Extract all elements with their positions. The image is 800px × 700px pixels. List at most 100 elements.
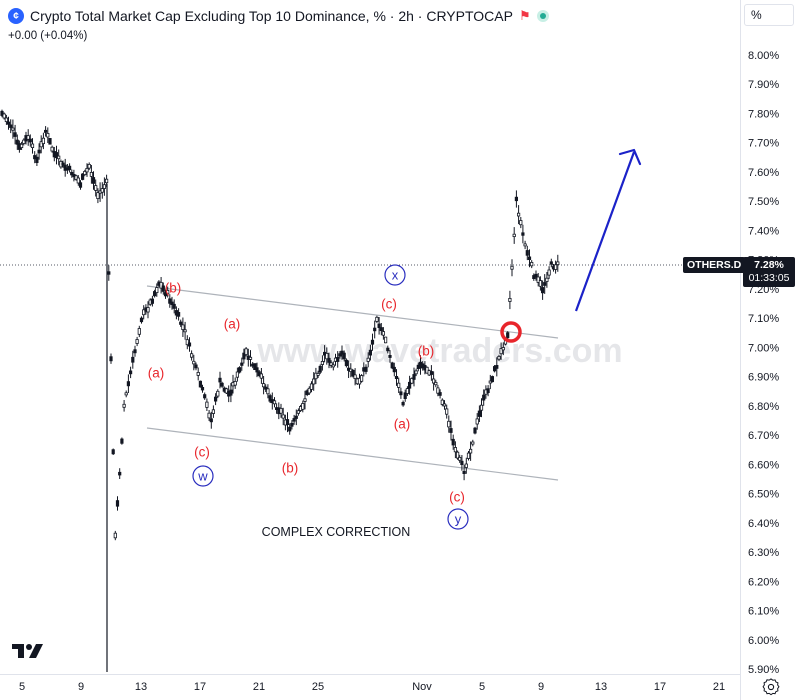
candle-body <box>150 298 154 304</box>
price-change: +0.00 (+0.04%) <box>8 30 88 42</box>
candle-body <box>392 366 396 373</box>
price-candles[interactable] <box>0 109 560 672</box>
y-tick-label: 6.20% <box>748 576 779 588</box>
candle-body <box>508 297 512 302</box>
symbol-label-badge: OTHERS.D <box>683 257 746 273</box>
candle-body <box>196 371 200 376</box>
candle-body <box>495 364 499 369</box>
candle-body <box>192 360 196 365</box>
candle-body <box>205 401 209 408</box>
candle-body <box>523 243 527 247</box>
candle-body <box>353 374 357 379</box>
candle-body <box>436 387 440 394</box>
candle-body <box>407 381 412 389</box>
candle-body <box>519 220 523 226</box>
candle-body <box>499 348 503 355</box>
candle-body <box>22 139 26 144</box>
candle-body <box>248 356 253 360</box>
candle-body <box>279 407 283 414</box>
candle-body <box>364 366 368 372</box>
candle-body <box>50 146 54 152</box>
candle-body <box>70 171 74 176</box>
price-unit-selector[interactable]: % <box>744 4 794 26</box>
candle-body <box>425 366 429 374</box>
candle-body <box>102 184 106 189</box>
candle-body <box>2 113 6 119</box>
candle-body <box>107 271 111 275</box>
candle-body <box>429 371 434 375</box>
candle-body <box>46 132 50 138</box>
candle-body <box>541 287 545 294</box>
candle-body <box>137 328 141 335</box>
candle-body <box>506 332 510 339</box>
candle-body <box>460 460 464 466</box>
candle-body <box>312 378 316 385</box>
candle-body <box>87 163 91 169</box>
candle-body <box>9 124 13 128</box>
flag-icon[interactable]: ⚑ <box>518 8 531 23</box>
candle-body <box>218 377 222 383</box>
candle-body <box>388 354 392 358</box>
candle-body <box>375 316 379 322</box>
candle-body <box>386 347 390 352</box>
wave-labels[interactable]: (b) (a) (a) (c) w (b) x (c) (b) (a) (c) y <box>148 264 469 530</box>
candle-body <box>359 375 364 382</box>
candle-body <box>447 420 451 428</box>
candle-body <box>209 418 213 423</box>
tradingview-logo-icon[interactable] <box>10 640 44 662</box>
y-tick-label: 6.50% <box>748 489 779 501</box>
candle-body <box>181 324 185 330</box>
price-axis[interactable]: 8.00%7.90%7.80%7.70%7.60%7.50%7.40%7.30%… <box>748 50 779 676</box>
y-tick-label: 6.30% <box>748 547 779 559</box>
candle-body <box>549 261 553 265</box>
candle-body <box>19 143 24 149</box>
candle-body <box>233 380 237 386</box>
candle-body <box>534 273 538 278</box>
candle-body <box>240 362 244 366</box>
channel-lower-line[interactable] <box>146 427 559 481</box>
candle-body <box>325 352 329 360</box>
y-tick-label: 7.10% <box>748 313 779 325</box>
candle-body <box>473 427 477 434</box>
last-price-badge: 7.28% 01:33:05 <box>743 257 795 287</box>
y-tick-label: 7.50% <box>748 196 779 208</box>
candle-body <box>403 392 407 399</box>
time-axis[interactable]: 5 9 13 17 21 25 Nov 5 9 13 17 21 <box>19 681 725 693</box>
y-tick-label: 8.00% <box>748 50 779 62</box>
candle-body <box>207 412 211 419</box>
channel-upper-line[interactable] <box>146 285 559 339</box>
candle-body <box>316 372 320 376</box>
candle-body <box>296 410 301 414</box>
candle-body <box>139 317 144 323</box>
x-tick-label: 17 <box>194 681 206 693</box>
chart-header[interactable]: ¢ Crypto Total Market Cap Excluding Top … <box>8 8 549 24</box>
y-tick-label: 7.70% <box>748 138 779 150</box>
candle-body <box>211 409 215 414</box>
candle-body <box>401 401 405 406</box>
projection-arrow[interactable] <box>574 148 642 312</box>
candle-body <box>6 121 11 125</box>
wave-label: (b) <box>418 344 435 359</box>
candle-body <box>122 403 126 408</box>
candle-body <box>449 428 453 433</box>
candle-body <box>200 386 205 391</box>
settings-gear-icon[interactable] <box>762 678 780 696</box>
candle-body <box>242 352 246 360</box>
candle-body <box>4 117 8 122</box>
wave-label: (b) <box>282 461 299 476</box>
wave-label: (a) <box>148 366 165 381</box>
market-status-icon[interactable] <box>536 10 549 22</box>
candle-body <box>451 438 455 446</box>
chart-title[interactable]: Crypto Total Market Cap Excluding Top 10… <box>30 8 513 24</box>
candle-body <box>434 381 438 386</box>
breakout-marker[interactable] <box>500 321 522 343</box>
candle-body <box>342 352 346 360</box>
candle-body <box>35 156 39 163</box>
wave-degree-circle <box>384 264 406 286</box>
candle-body <box>517 212 521 217</box>
candle-body <box>91 177 96 184</box>
candle-body <box>244 348 248 355</box>
candle-body <box>370 339 375 345</box>
candle-body <box>15 139 19 145</box>
